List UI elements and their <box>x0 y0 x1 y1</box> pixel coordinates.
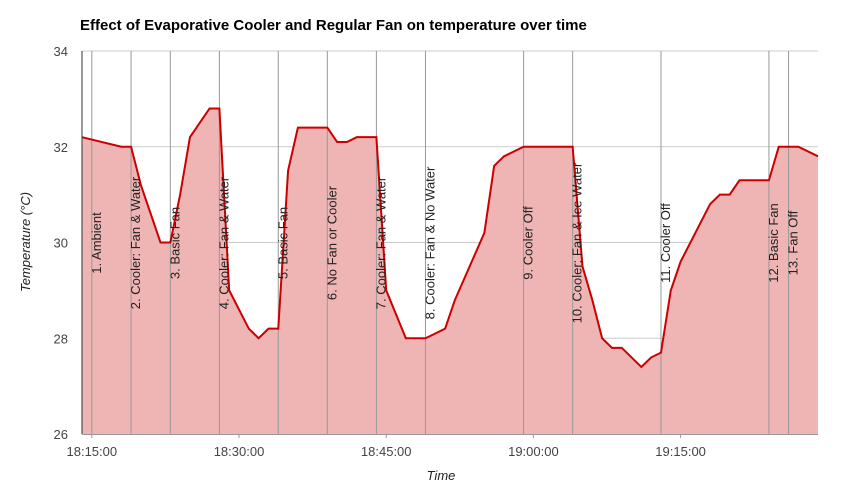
x-axis-label: Time <box>427 468 456 483</box>
x-tick-label: 18:45:00 <box>361 444 412 459</box>
annotation-label: 7. Cooler: Fan & Water <box>373 176 388 309</box>
annotation-label: 8. Cooler: Fan & No Water <box>422 166 437 319</box>
y-tick-label: 26 <box>54 427 68 442</box>
y-axis-label: Temperature (°C) <box>18 192 33 292</box>
y-tick-label: 30 <box>54 236 68 251</box>
y-tick-label: 34 <box>54 44 68 59</box>
y-tick-label: 28 <box>54 331 68 346</box>
y-tick-label: 32 <box>54 140 68 155</box>
annotation-label: 12. Basic Fan <box>766 203 781 283</box>
line <box>81 107 819 369</box>
annotation-label: 4. Cooler: Fan & Water <box>216 176 231 309</box>
annotation-label: 10. Cooler: Fan & Ice Water <box>570 162 585 323</box>
annotation-label: 13. Fan Off <box>786 210 801 275</box>
annotation-label: 6. No Fan or Cooler <box>324 185 339 300</box>
annotation-label: 5. Basic Fan <box>275 207 290 279</box>
x-tick-label: 19:00:00 <box>508 444 559 459</box>
area <box>82 108 818 434</box>
x-tick-label: 18:30:00 <box>214 444 265 459</box>
annotation-label: 1. Ambient <box>89 212 104 274</box>
x-tick-label: 18:15:00 <box>67 444 118 459</box>
chart-title: Effect of Evaporative Cooler and Regular… <box>80 17 587 34</box>
x-tick-label: 19:15:00 <box>655 444 706 459</box>
annotation-label: 2. Cooler: Fan & Water <box>128 176 143 309</box>
annotation-label: 9. Cooler Off <box>521 206 536 280</box>
annotation-label: 3. Basic Fan <box>167 207 182 279</box>
annotation-label: 11. Cooler Off <box>658 203 673 283</box>
